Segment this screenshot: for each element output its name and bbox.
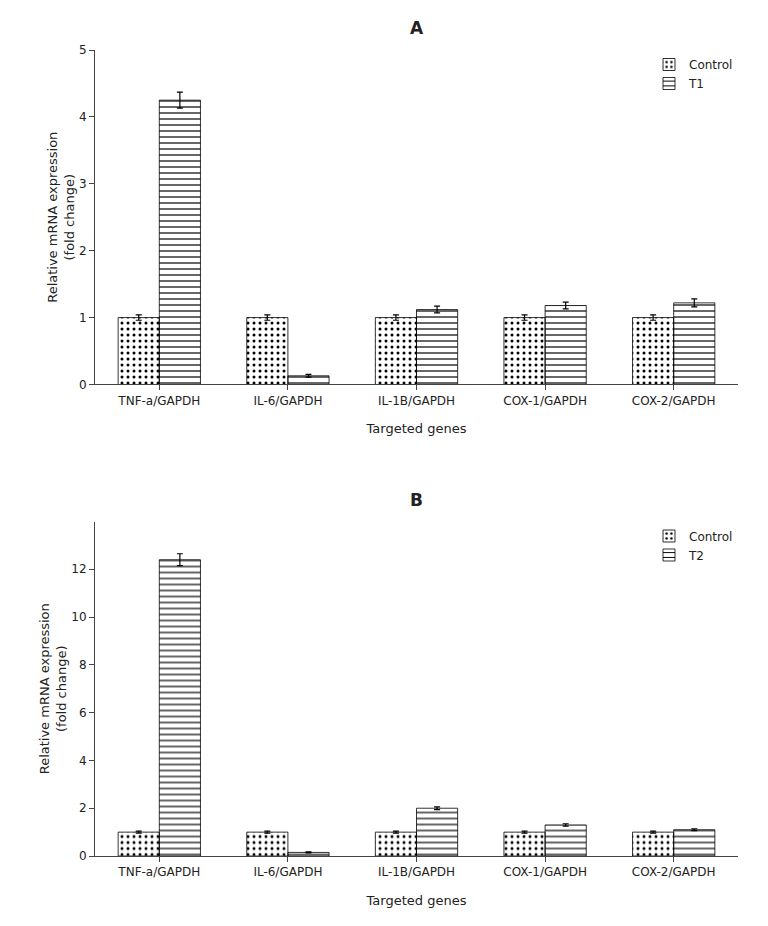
svg-text:Relative mRNA expression(fold: Relative mRNA expression(fold change) xyxy=(37,603,69,774)
svg-text:COX-1/GAPDH: COX-1/GAPDH xyxy=(503,865,587,879)
svg-text:1: 1 xyxy=(79,311,87,325)
svg-text:COX-2/GAPDH: COX-2/GAPDH xyxy=(632,865,716,879)
svg-text:Control: Control xyxy=(689,58,732,72)
svg-text:IL-6/GAPDH: IL-6/GAPDH xyxy=(253,394,322,408)
svg-text:A: A xyxy=(410,18,424,38)
svg-text:0: 0 xyxy=(79,849,87,863)
svg-text:Targeted genes: Targeted genes xyxy=(366,893,467,908)
svg-text:T2: T2 xyxy=(688,549,704,563)
svg-text:Control: Control xyxy=(689,530,732,544)
svg-text:6: 6 xyxy=(79,706,87,720)
svg-text:4: 4 xyxy=(79,110,87,124)
svg-text:COX-1/GAPDH: COX-1/GAPDH xyxy=(503,394,587,408)
svg-text:2: 2 xyxy=(79,801,87,815)
svg-text:TNF-a/GAPDH: TNF-a/GAPDH xyxy=(117,865,200,879)
svg-text:0: 0 xyxy=(79,378,87,392)
svg-text:Relative mRNA expression(fold: Relative mRNA expression(fold change) xyxy=(45,132,77,303)
svg-text:B: B xyxy=(410,490,423,510)
svg-text:TNF-a/GAPDH: TNF-a/GAPDH xyxy=(117,394,200,408)
svg-text:Targeted genes: Targeted genes xyxy=(366,421,467,436)
svg-text:2: 2 xyxy=(79,244,87,258)
svg-text:3: 3 xyxy=(79,177,87,191)
svg-text:COX-2/GAPDH: COX-2/GAPDH xyxy=(632,394,716,408)
svg-text:IL-6/GAPDH: IL-6/GAPDH xyxy=(253,865,322,879)
svg-text:T1: T1 xyxy=(688,77,704,91)
svg-text:IL-1B/GAPDH: IL-1B/GAPDH xyxy=(378,394,455,408)
svg-text:IL-1B/GAPDH: IL-1B/GAPDH xyxy=(378,865,455,879)
svg-text:10: 10 xyxy=(71,610,86,624)
svg-text:5: 5 xyxy=(79,43,87,57)
svg-text:8: 8 xyxy=(79,658,87,672)
svg-text:12: 12 xyxy=(71,562,86,576)
svg-text:4: 4 xyxy=(79,754,87,768)
